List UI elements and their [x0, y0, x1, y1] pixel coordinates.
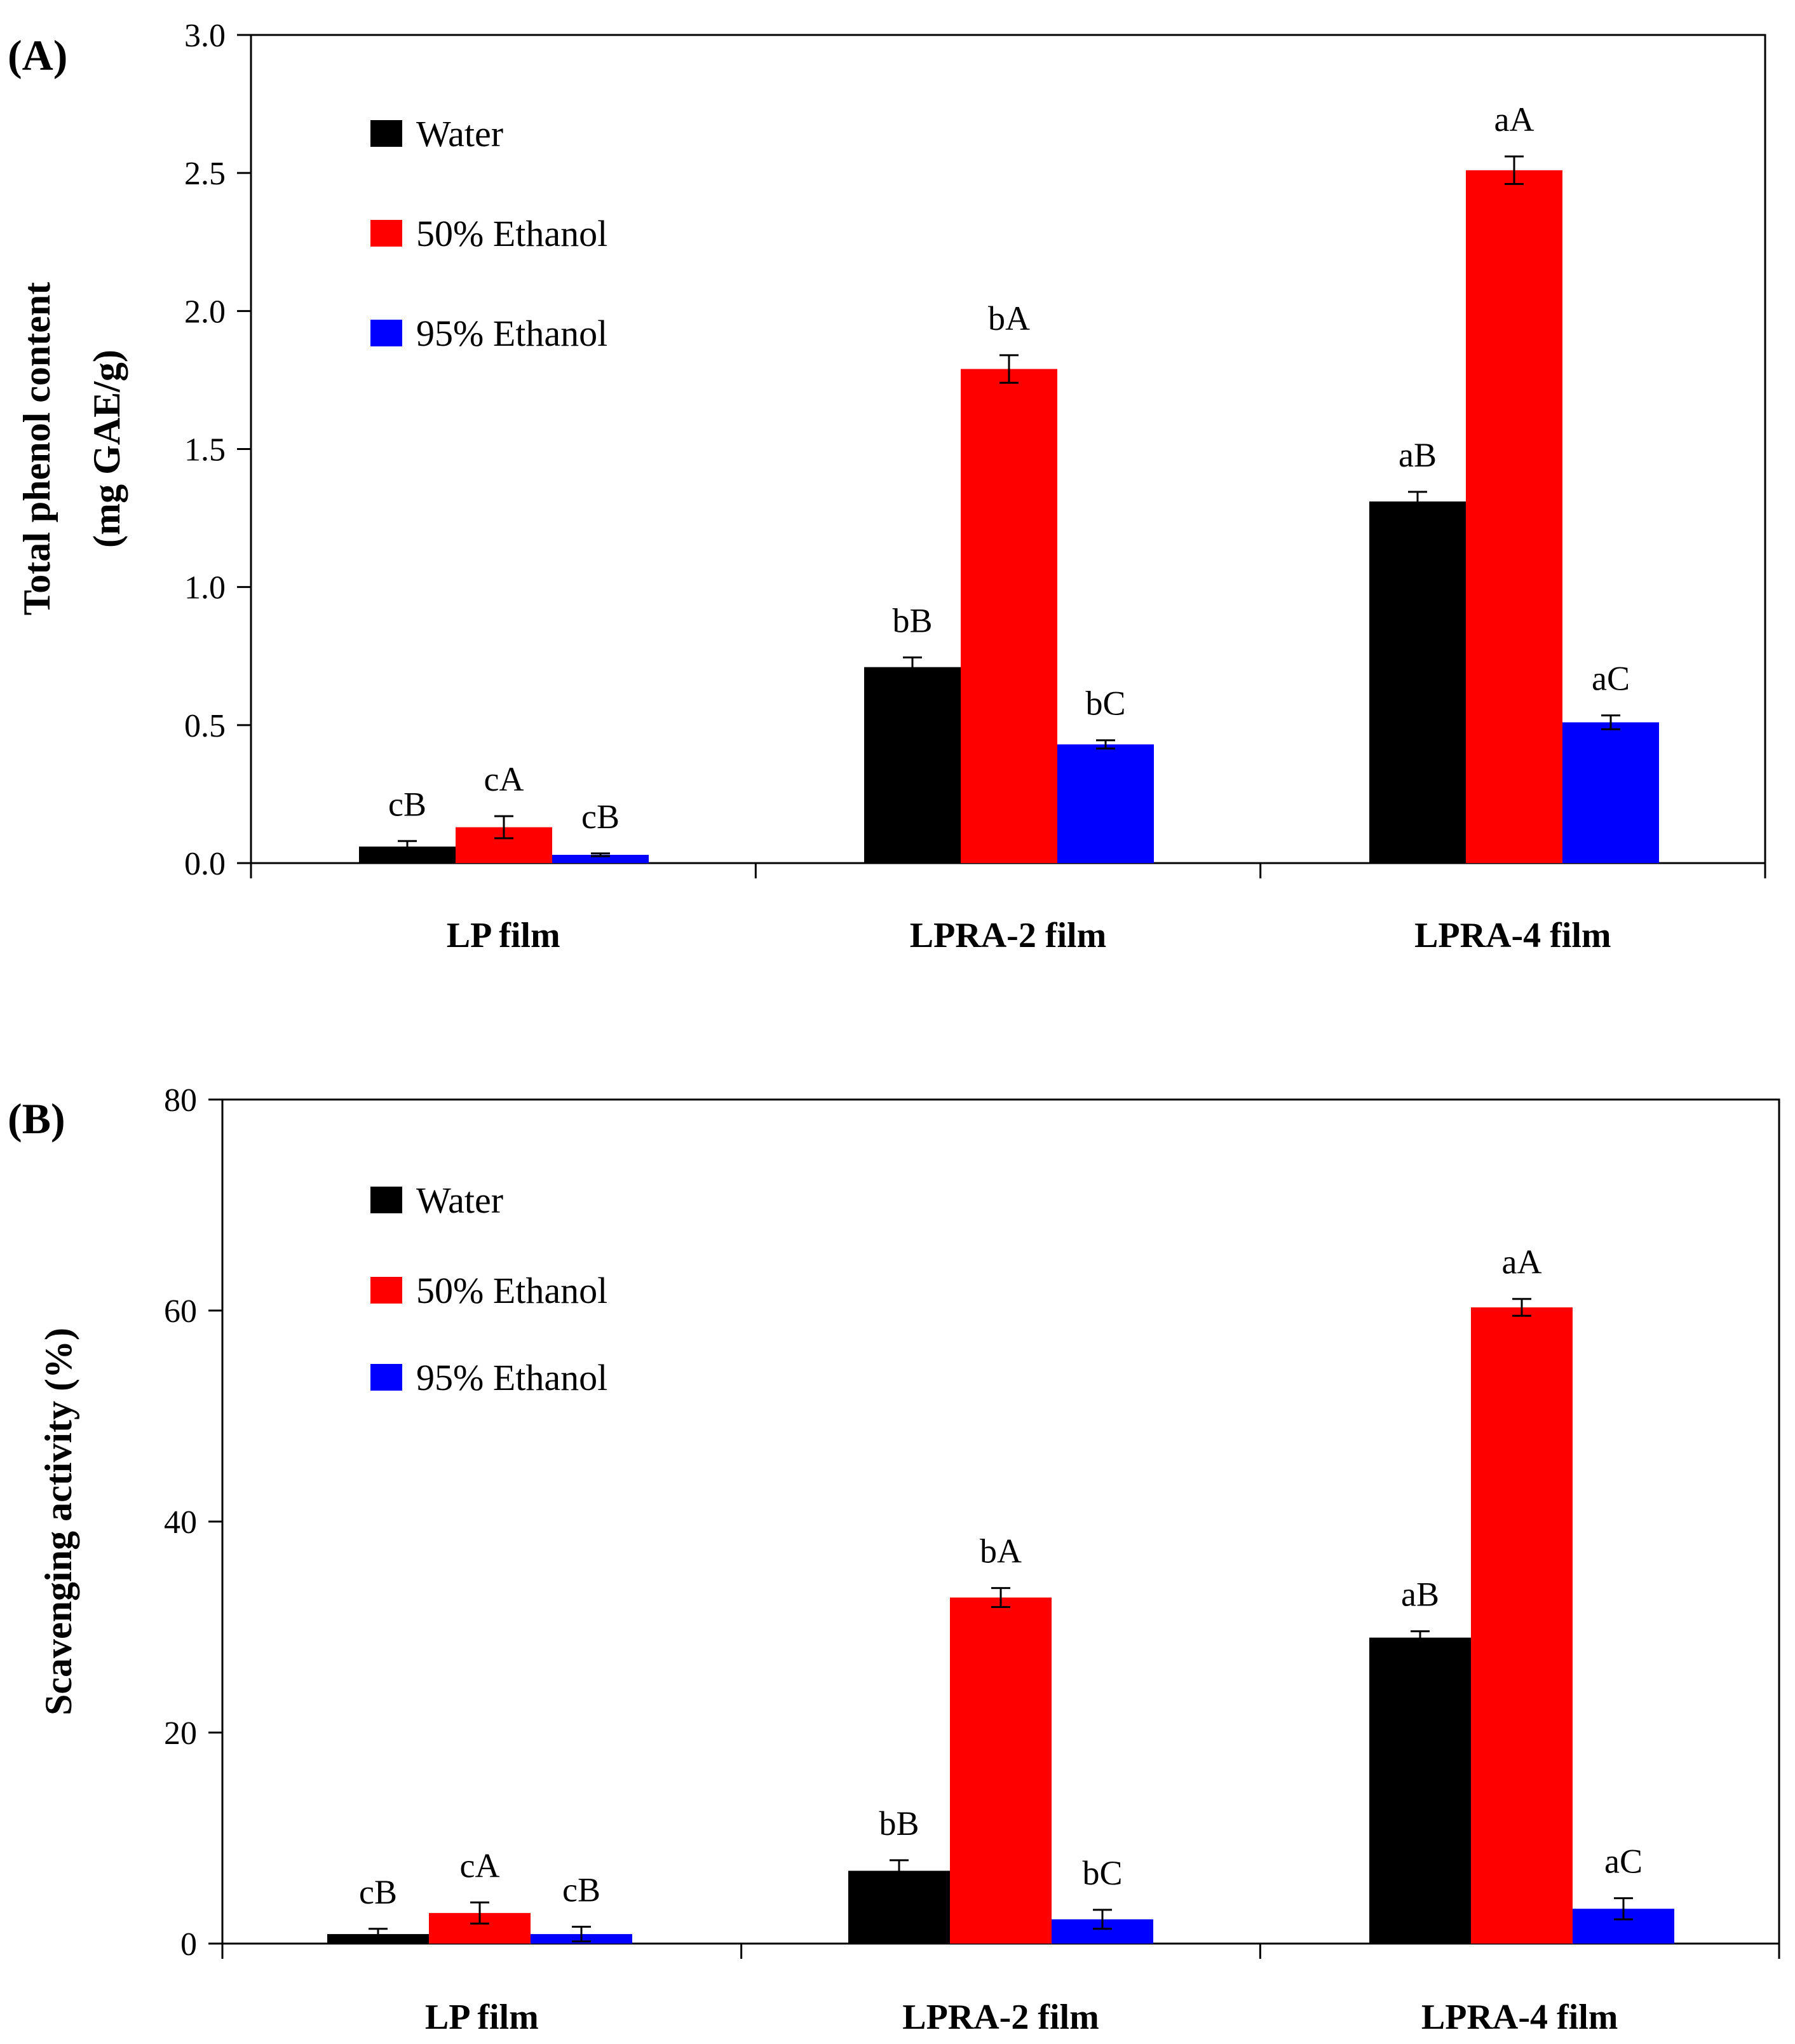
- legend-swatch: [370, 1187, 402, 1213]
- significance-label: aC: [1592, 660, 1630, 698]
- bar-50-ethanol-2: [1471, 1307, 1573, 1944]
- x-category-label: LPRA-4 film: [1414, 916, 1611, 955]
- y-tick-label: 60: [164, 1293, 197, 1330]
- significance-label: aB: [1399, 436, 1437, 474]
- y-tick-label: 1.0: [184, 570, 226, 606]
- panel-label: (A): [8, 31, 67, 79]
- legend-label: 50% Ethanol: [416, 213, 607, 254]
- y-tick-label: 0.5: [184, 708, 226, 744]
- legend: Water 50% Ethanol 95% Ethanol: [370, 1180, 607, 1398]
- bar-50-ethanol-1: [950, 1597, 1052, 1944]
- legend-label: 50% Ethanol: [416, 1270, 607, 1311]
- significance-label: cA: [460, 1846, 500, 1884]
- y-tick-label: 3.0: [184, 18, 226, 54]
- significance-label: bA: [988, 299, 1030, 337]
- bar-95-ethanol-1: [1057, 744, 1154, 863]
- legend-swatch: [370, 1277, 402, 1304]
- panel-label: (B): [8, 1094, 65, 1143]
- significance-label: bB: [879, 1804, 919, 1843]
- bar-water-2: [1369, 501, 1466, 863]
- y-axis-title: Scavenging activity (%): [37, 1328, 79, 1715]
- legend-swatch: [370, 1364, 402, 1391]
- significance-label: cB: [581, 798, 620, 836]
- significance-label: cB: [388, 785, 426, 823]
- significance-label: aA: [1494, 100, 1534, 139]
- significance-label: aA: [1502, 1243, 1542, 1281]
- legend-swatch: [370, 120, 402, 147]
- x-category-label: LPRA-2 film: [910, 916, 1107, 955]
- significance-label: bA: [980, 1532, 1022, 1570]
- y-axis-title: (mg GAE/g): [86, 350, 128, 548]
- significance-label: cB: [562, 1870, 600, 1909]
- y-axis-title: Total phenol content: [16, 282, 58, 616]
- legend-label: 95% Ethanol: [416, 313, 607, 354]
- x-category-label: LP film: [447, 916, 560, 955]
- legend-label: Water: [416, 113, 503, 154]
- legend-swatch: [370, 220, 402, 247]
- y-tick-label: 20: [164, 1715, 197, 1752]
- y-tick-label: 2.0: [184, 294, 226, 330]
- y-tick-label: 0: [180, 1926, 197, 1963]
- x-category-label: LPRA-4 film: [1421, 1998, 1618, 2037]
- significance-label: cA: [484, 760, 524, 798]
- bar-water-2: [1369, 1637, 1471, 1944]
- y-tick-label: 40: [164, 1504, 197, 1541]
- y-tick-label: 80: [164, 1082, 197, 1119]
- y-tick-label: 2.5: [184, 156, 226, 192]
- x-category-label: LP film: [425, 1998, 539, 2037]
- legend-swatch: [370, 320, 402, 346]
- bar-water-1: [864, 667, 961, 863]
- significance-label: bB: [892, 601, 932, 639]
- legend-label: Water: [416, 1180, 503, 1221]
- significance-label: cB: [359, 1873, 397, 1911]
- bar-water-1: [848, 1870, 950, 1944]
- legend-label: 95% Ethanol: [416, 1357, 607, 1398]
- x-category-label: LPRA-2 film: [902, 1998, 1099, 2037]
- y-tick-label: 0.0: [184, 846, 226, 882]
- bar-50-ethanol-2: [1466, 170, 1562, 863]
- significance-label: bC: [1085, 685, 1125, 723]
- bar-50-ethanol-1: [961, 369, 1057, 863]
- legend: Water 50% Ethanol 95% Ethanol: [370, 113, 607, 354]
- chart-panel-a: 0.0 0.5 1.0 1.5 2.0 2.5 3.0 cB bB aB cA bA aA cB bC aC L…: [8, 18, 1766, 955]
- bar-95-ethanol-2: [1562, 722, 1659, 863]
- chart-panel-b: 0 20 40 60 80 cB bB aB cA bA aA cB bC aC LP film LPRA-2…: [8, 1082, 1780, 2037]
- significance-label: aC: [1604, 1843, 1643, 1881]
- significance-label: aB: [1401, 1576, 1439, 1614]
- significance-label: bC: [1082, 1854, 1122, 1892]
- y-tick-label: 1.5: [184, 432, 226, 468]
- bar-95-ethanol-0: [552, 854, 649, 863]
